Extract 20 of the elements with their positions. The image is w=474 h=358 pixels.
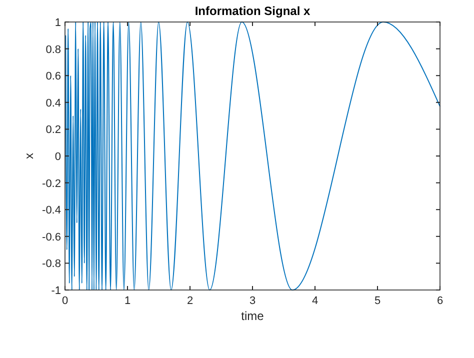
y-tick-label: 1 [54,17,61,29]
y-tick-label: 0.6 [46,70,61,83]
y-tick-label: 0 [54,151,61,163]
y-tick-label: -0.8 [42,258,61,270]
y-tick-label: 0.4 [46,97,61,110]
y-tick-label: -0.6 [42,231,61,244]
x-tick-label: 5 [374,295,381,307]
chart-title: Information Signal x [194,4,310,18]
y-tick-label: -0.4 [42,204,61,217]
x-tick-label: 2 [186,295,194,307]
y-axis-title: x [22,153,36,159]
y-tick-label: -0.2 [42,178,61,190]
y-tick-label: -1 [51,285,61,297]
y-tick-label: 0.2 [46,124,61,136]
x-axis-title: time [241,309,264,323]
x-tick-label: 6 [436,295,444,307]
x-tick-label: 1 [124,295,131,307]
x-tick-label: 4 [312,295,318,307]
x-tick-label: 3 [249,295,256,307]
y-tick-label: 0.8 [46,44,61,56]
